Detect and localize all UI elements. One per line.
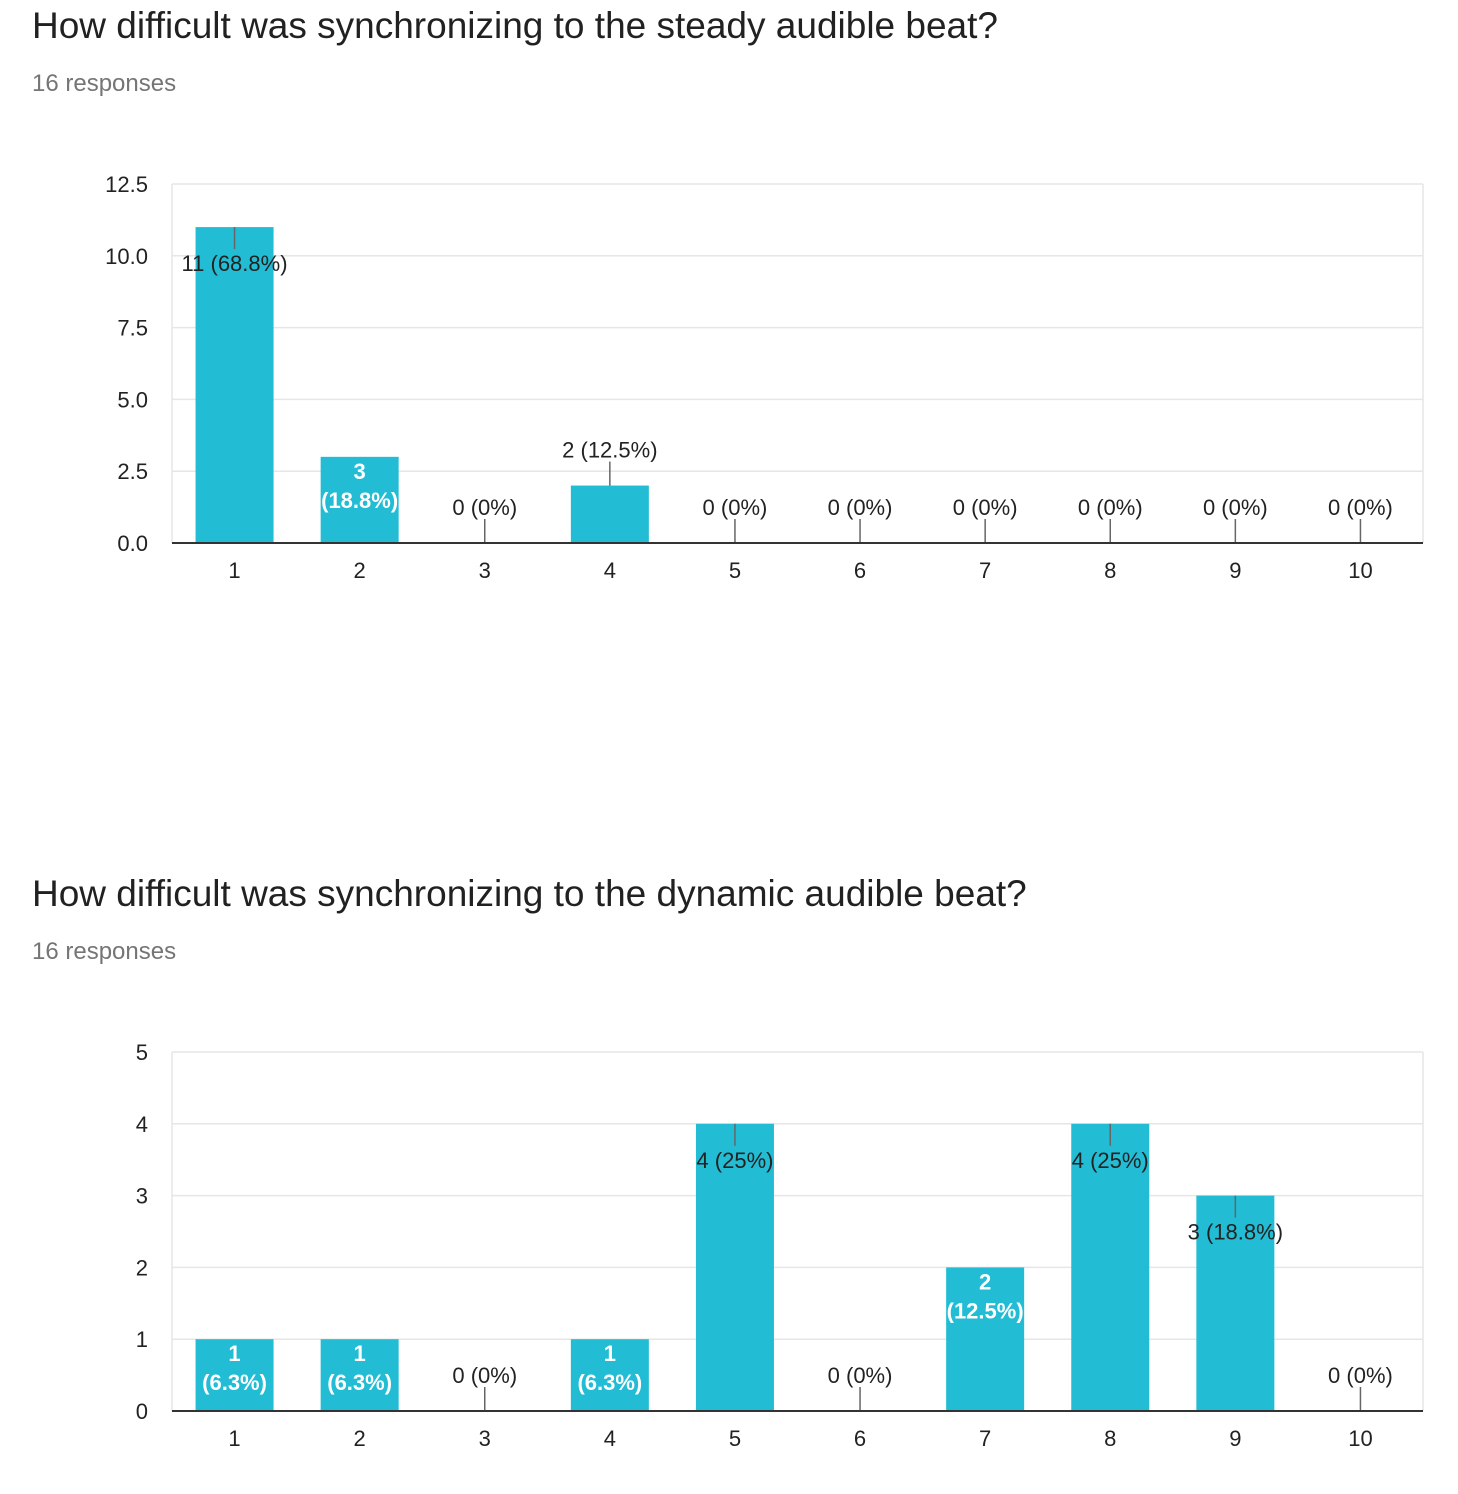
x-tick-label: 3	[479, 1426, 491, 1451]
data-label: 0 (0%)	[828, 495, 893, 520]
bar	[946, 1267, 1025, 1411]
x-axis: 1 2 3 4 5 6 7 8 9 10	[228, 558, 1372, 583]
bar	[195, 227, 274, 543]
y-tick-label: 7.5	[117, 316, 148, 341]
bars	[195, 1123, 1275, 1411]
data-label: 0 (0%)	[452, 1363, 517, 1388]
bar-chart-dynamic: 0 1 2 3 4 5 1 2 3 4 5 6 7 8 9 10 1 (6.3%) 1 (6.3%) 0 (0%) 1 (6…	[136, 1040, 1424, 1451]
question-title: How difficult was synchronizing to the d…	[32, 873, 1027, 914]
bar	[320, 1339, 399, 1411]
bar-chart-steady: 0.0 2.5 5.0 7.5 10.0 12.5 1 2 3 4 5 6 7 8 9 10 11 (68.8%…	[105, 172, 1424, 583]
x-tick-label: 1	[228, 558, 240, 583]
x-tick-label: 3	[479, 558, 491, 583]
bar	[320, 456, 399, 543]
x-tick-label: 6	[854, 558, 866, 583]
data-label: 1	[604, 1341, 616, 1366]
data-label: 0 (0%)	[452, 495, 517, 520]
y-tick-label: 1	[136, 1327, 148, 1352]
data-label: 4 (25%)	[696, 1148, 773, 1173]
y-axis: 0.0 2.5 5.0 7.5 10.0 12.5	[105, 172, 148, 556]
question-title: How difficult was synchronizing to the s…	[32, 5, 998, 46]
x-tick-label: 7	[979, 558, 991, 583]
x-tick-label: 5	[729, 558, 741, 583]
y-tick-label: 0.0	[117, 531, 148, 556]
bar	[570, 485, 649, 543]
x-tick-label: 10	[1348, 1426, 1372, 1451]
data-label: 11 (68.8%)	[182, 251, 288, 276]
y-tick-label: 12.5	[105, 172, 148, 197]
data-label: (6.3%)	[327, 1370, 392, 1395]
bar	[195, 1339, 274, 1411]
data-label: (6.3%)	[577, 1370, 642, 1395]
x-tick-label: 8	[1104, 558, 1116, 583]
question-dynamic: How difficult was synchronizing to the d…	[0, 868, 1458, 1494]
x-tick-label: 7	[979, 1426, 991, 1451]
y-tick-label: 4	[136, 1112, 148, 1137]
data-label: (12.5%)	[947, 1298, 1024, 1323]
data-label: (6.3%)	[202, 1370, 267, 1395]
bar	[1071, 1123, 1150, 1411]
data-label: 1	[228, 1341, 240, 1366]
data-label: 2 (12.5%)	[562, 438, 657, 463]
y-tick-label: 10.0	[105, 244, 148, 269]
bar	[1196, 1195, 1275, 1411]
x-tick-label: 6	[854, 1426, 866, 1451]
y-tick-label: 2.5	[117, 459, 148, 484]
data-label: 0 (0%)	[1078, 495, 1143, 520]
x-tick-label: 4	[604, 1426, 616, 1451]
bar	[570, 1339, 649, 1411]
response-count: 16 responses	[32, 938, 177, 965]
data-label: 3 (18.8%)	[1188, 1220, 1283, 1245]
x-tick-label: 9	[1229, 558, 1241, 583]
data-label: 4 (25%)	[1072, 1148, 1149, 1173]
y-axis: 0 1 2 3 4 5	[136, 1040, 148, 1424]
x-tick-label: 2	[354, 1426, 366, 1451]
x-tick-label: 4	[604, 558, 616, 583]
data-label: 1	[354, 1341, 366, 1366]
data-label: 0 (0%)	[1328, 1363, 1393, 1388]
x-tick-label: 10	[1348, 558, 1372, 583]
data-label: 3	[354, 459, 366, 484]
x-axis: 1 2 3 4 5 6 7 8 9 10	[228, 1426, 1372, 1451]
data-label: 2	[979, 1269, 991, 1294]
x-tick-label: 9	[1229, 1426, 1241, 1451]
data-labels: 1 (6.3%) 1 (6.3%) 0 (0%) 1 (6.3%) 4 (25%) 0 (0%)…	[202, 1123, 1393, 1411]
response-count: 16 responses	[32, 70, 177, 97]
x-tick-label: 5	[729, 1426, 741, 1451]
x-tick-label: 8	[1104, 1426, 1116, 1451]
data-label: 0 (0%)	[703, 495, 768, 520]
y-tick-label: 2	[136, 1255, 148, 1280]
y-tick-label: 5	[136, 1040, 148, 1065]
data-label: (18.8%)	[321, 488, 398, 513]
x-tick-label: 1	[228, 1426, 240, 1451]
y-tick-label: 3	[136, 1184, 148, 1209]
y-tick-label: 0	[136, 1399, 148, 1424]
data-label: 0 (0%)	[828, 1363, 893, 1388]
data-label: 0 (0%)	[953, 495, 1018, 520]
question-steady: How difficult was synchronizing to the s…	[0, 0, 1458, 640]
y-tick-label: 5.0	[117, 387, 148, 412]
data-labels: 11 (68.8%) 3 (18.8%) 0 (0%) 2 (12.5%) 0 (0%) 0…	[182, 227, 1393, 543]
data-label: 0 (0%)	[1203, 495, 1268, 520]
bar	[695, 1123, 774, 1411]
bars	[195, 227, 649, 543]
x-tick-label: 2	[354, 558, 366, 583]
data-label: 0 (0%)	[1328, 495, 1393, 520]
